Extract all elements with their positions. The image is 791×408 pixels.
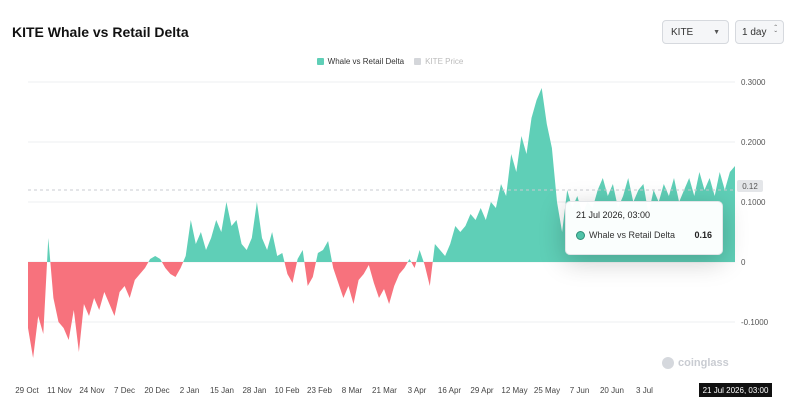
tooltip-value: 0.16 (694, 230, 712, 240)
x-tick-label: 11 Nov (47, 386, 72, 395)
x-tick-label: 16 Apr (438, 386, 461, 395)
x-tick-label: 12 May (501, 386, 527, 395)
chart-title: KITE Whale vs Retail Delta (12, 24, 189, 40)
series-area-positive (28, 88, 735, 262)
x-tick-label: 24 Nov (79, 386, 104, 395)
x-tick-label: 23 Feb (307, 386, 332, 395)
chevron-down-icon: ▼ (713, 28, 720, 36)
chart-legend: Whale vs Retail Delta KITE Price (0, 57, 780, 66)
interval-select-value: 1 day (742, 26, 767, 38)
chart-tooltip: 21 Jul 2026, 03:00 Whale vs Retail Delta… (565, 201, 723, 255)
tooltip-date: 21 Jul 2026, 03:00 (576, 210, 651, 220)
series-area-negative (28, 262, 735, 358)
x-tick-label: 20 Jun (600, 386, 624, 395)
watermark-text: coinglass (678, 357, 729, 369)
legend-swatch-delta (316, 58, 324, 65)
y-tick-label: 0.3000 (741, 78, 766, 87)
x-tick-label: 3 Jul (636, 386, 653, 395)
tooltip-series-dot (576, 230, 585, 240)
y-tick-label: 0 (741, 258, 746, 267)
tooltip-series-label: Whale vs Retail Delta (589, 230, 676, 240)
legend-swatch-price (414, 58, 422, 65)
x-tick-label: 29 Apr (470, 386, 493, 395)
x-tick-label: 2 Jan (180, 386, 200, 395)
legend-item-price[interactable]: KITE Price (414, 57, 463, 66)
x-tick-label: 10 Feb (275, 386, 300, 395)
legend-label-delta: Whale vs Retail Delta (327, 57, 405, 66)
crosshair-y-label: 0.12 (737, 180, 763, 192)
x-tick-label: 7 Dec (114, 386, 135, 395)
symbol-select[interactable]: KITE ▼ (662, 20, 729, 44)
crosshair-x-label: 21 Jul 2026, 03:00 (699, 383, 772, 397)
x-tick-label: 7 Jun (570, 386, 590, 395)
y-tick-label: -0.1000 (741, 318, 769, 327)
x-tick-label: 8 Mar (342, 386, 363, 395)
symbol-select-value: KITE (671, 26, 694, 38)
x-tick-label: 28 Jan (242, 386, 266, 395)
x-tick-label: 15 Jan (210, 386, 234, 395)
x-tick-label: 29 Oct (15, 386, 39, 395)
legend-label-price: KITE Price (425, 57, 464, 66)
y-tick-label: 0.2000 (741, 138, 766, 147)
coinglass-watermark: coinglass (662, 357, 729, 369)
legend-item-delta[interactable]: Whale vs Retail Delta (316, 57, 405, 66)
y-tick-label: 0.1000 (741, 198, 766, 207)
x-tick-label: 21 Mar (372, 386, 397, 395)
coinglass-logo-icon (662, 357, 674, 369)
x-tick-label: 3 Apr (408, 386, 427, 395)
x-tick-label: 20 Dec (144, 386, 169, 395)
x-tick-label: 25 May (534, 386, 560, 395)
